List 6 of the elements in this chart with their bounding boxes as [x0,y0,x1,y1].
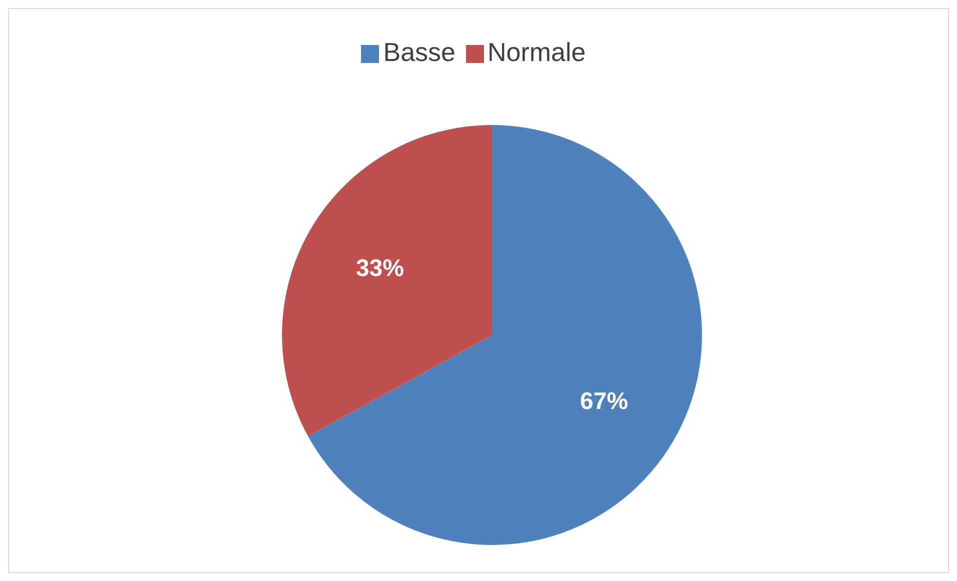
data-label: 33% [356,255,404,282]
pie-slice [282,125,492,436]
pie-slice [308,125,702,545]
legend-label: Basse [383,37,456,67]
legend-label: Normale [488,37,586,67]
data-label: 67% [580,388,628,415]
